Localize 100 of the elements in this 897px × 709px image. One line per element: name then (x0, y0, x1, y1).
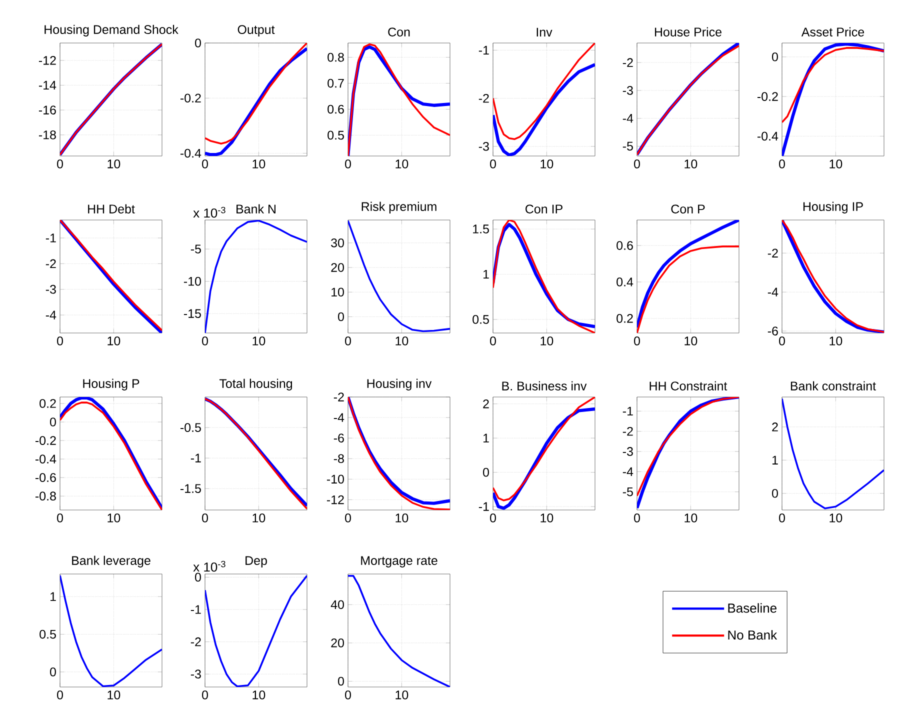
y-tick-label: 0 (772, 488, 778, 498)
x-tick-label: 0 (202, 160, 208, 168)
y-tick-label: -4 (622, 467, 634, 476)
x-tick-label: 10 (252, 514, 266, 522)
y-tick-label: 0.5 (328, 130, 344, 140)
y-tick-label: -4 (622, 114, 634, 123)
y-tick-label: -10 (184, 276, 201, 286)
x-tick-label: 10 (108, 160, 120, 168)
y-tick-label: 20 (331, 263, 344, 272)
y-tick-label: 0 (483, 468, 489, 477)
x-tick-label: 0 (490, 336, 496, 346)
y-tick-label: 0.6 (328, 104, 344, 114)
x-tick-label: 10 (830, 514, 842, 522)
y-tick-label: -0.2 (757, 92, 778, 101)
x-tick-label: 0 (779, 336, 785, 346)
chart-title: Bank leverage (72, 556, 150, 568)
x-tick-label: 10 (396, 160, 408, 168)
x-tick-label: 10 (396, 336, 408, 346)
y-tick-label: -4 (46, 310, 56, 320)
y-tick-label: -0.2 (180, 94, 201, 103)
chart-title: Risk premium (362, 202, 436, 214)
y-tick-label: 2 (483, 399, 489, 408)
y-tick-label: -4 (334, 413, 344, 422)
chart-title: Housing inv (367, 378, 432, 390)
x-tick-label: 0 (57, 514, 63, 522)
y-tick-label: -1 (190, 454, 201, 462)
legend-label: Baseline (728, 603, 776, 613)
y-tick-label: -1 (478, 502, 489, 511)
x-tick-label: 10 (252, 336, 266, 346)
text: x 10$^{-3}$ (193, 206, 226, 218)
y-tick-label: 0 (772, 52, 778, 62)
chart-title: Housing Demand Shock (44, 24, 178, 36)
y-tick-label: 40 (330, 600, 344, 610)
x-tick-label: 0 (779, 160, 785, 168)
y-tick-label: -12 (326, 495, 344, 504)
y-tick-label: 0 (50, 418, 56, 426)
y-tick-label: -0.5 (180, 423, 201, 432)
chart-title: HH Constraint (650, 381, 728, 390)
y-tick-label: 0 (338, 676, 344, 686)
chart-title: Con (388, 28, 410, 36)
y-tick-label: 0.6 (616, 241, 633, 250)
y-tick-label: -12 (38, 56, 56, 65)
y-tick-label: 0 (338, 312, 344, 322)
y-tick-label: -2 (768, 248, 778, 258)
y-tick-label: -1.5 (180, 484, 201, 493)
y-tick-label: 1 (772, 456, 778, 464)
chart-title: Con P (671, 204, 705, 214)
chart-title: Inv (536, 28, 552, 36)
y-tick-label: 0.5 (40, 630, 56, 639)
y-tick-label: -2 (622, 58, 633, 67)
y-tick-label: 0.8 (328, 52, 344, 62)
y-tick-label: 0.2 (616, 314, 633, 323)
x-tick-label: 10 (252, 160, 266, 168)
x-tick-label: 10 (830, 336, 842, 346)
x-tick-label: 10 (684, 514, 698, 522)
y-tick-label: -2 (334, 392, 344, 402)
y-tick-label: 1.5 (473, 224, 489, 234)
x-tick-label: 10 (684, 336, 698, 346)
y-tick-label: -1 (46, 234, 56, 242)
y-tick-label: 0.7 (328, 78, 344, 88)
x-tick-label: 0 (345, 690, 351, 700)
y-tick-label: -14 (38, 80, 56, 90)
y-tick-label: -0.6 (35, 473, 56, 482)
chart-title: Output (238, 25, 275, 36)
y-tick-label: -0.2 (35, 436, 56, 445)
y-tick-label: -3 (190, 670, 201, 679)
y-tick-label: 0.4 (616, 278, 634, 286)
y-tick-label: -3 (46, 284, 56, 294)
x-tick-label: 0 (779, 514, 785, 522)
x-tick-label: 10 (540, 336, 554, 346)
text: x 10$^{-3}$ (193, 560, 226, 572)
y-tick-label: -0.4 (35, 454, 56, 464)
x-tick-label: 10 (108, 690, 120, 700)
y-tick-label: -2 (46, 259, 56, 268)
chart-title: HH Debt (88, 204, 135, 214)
y-tick-label: -0.8 (35, 492, 56, 501)
x-tick-label: 10 (830, 160, 842, 168)
y-tick-label: -2 (190, 637, 201, 646)
chart-title: B. Business inv (502, 381, 587, 390)
chart-title: Con IP (526, 204, 562, 214)
x-tick-label: 0 (345, 336, 351, 346)
x-tick-label: 0 (634, 160, 640, 168)
x-tick-label: 10 (396, 514, 408, 522)
y-tick-label: 20 (331, 638, 344, 648)
y-tick-label: 0.2 (40, 399, 56, 408)
y-tick-label: 1 (483, 270, 489, 279)
y-tick-label: 0 (195, 572, 201, 582)
x-tick-label: 0 (57, 336, 63, 346)
y-tick-label: -4 (768, 288, 778, 296)
chart-title: Housing P (83, 378, 140, 390)
legend-label: No Bank (728, 630, 778, 640)
x-tick-label: 10 (108, 336, 120, 346)
y-tick-label: -6 (334, 434, 344, 443)
y-tick-label: 30 (331, 238, 344, 248)
y-tick-label: -0.4 (757, 132, 778, 141)
x-tick-label: 0 (634, 336, 640, 346)
x-tick-label: 0 (57, 160, 63, 168)
y-tick-label: -1 (190, 605, 201, 614)
y-tick-label: -8 (334, 454, 344, 464)
x-tick-label: 0 (634, 514, 640, 522)
